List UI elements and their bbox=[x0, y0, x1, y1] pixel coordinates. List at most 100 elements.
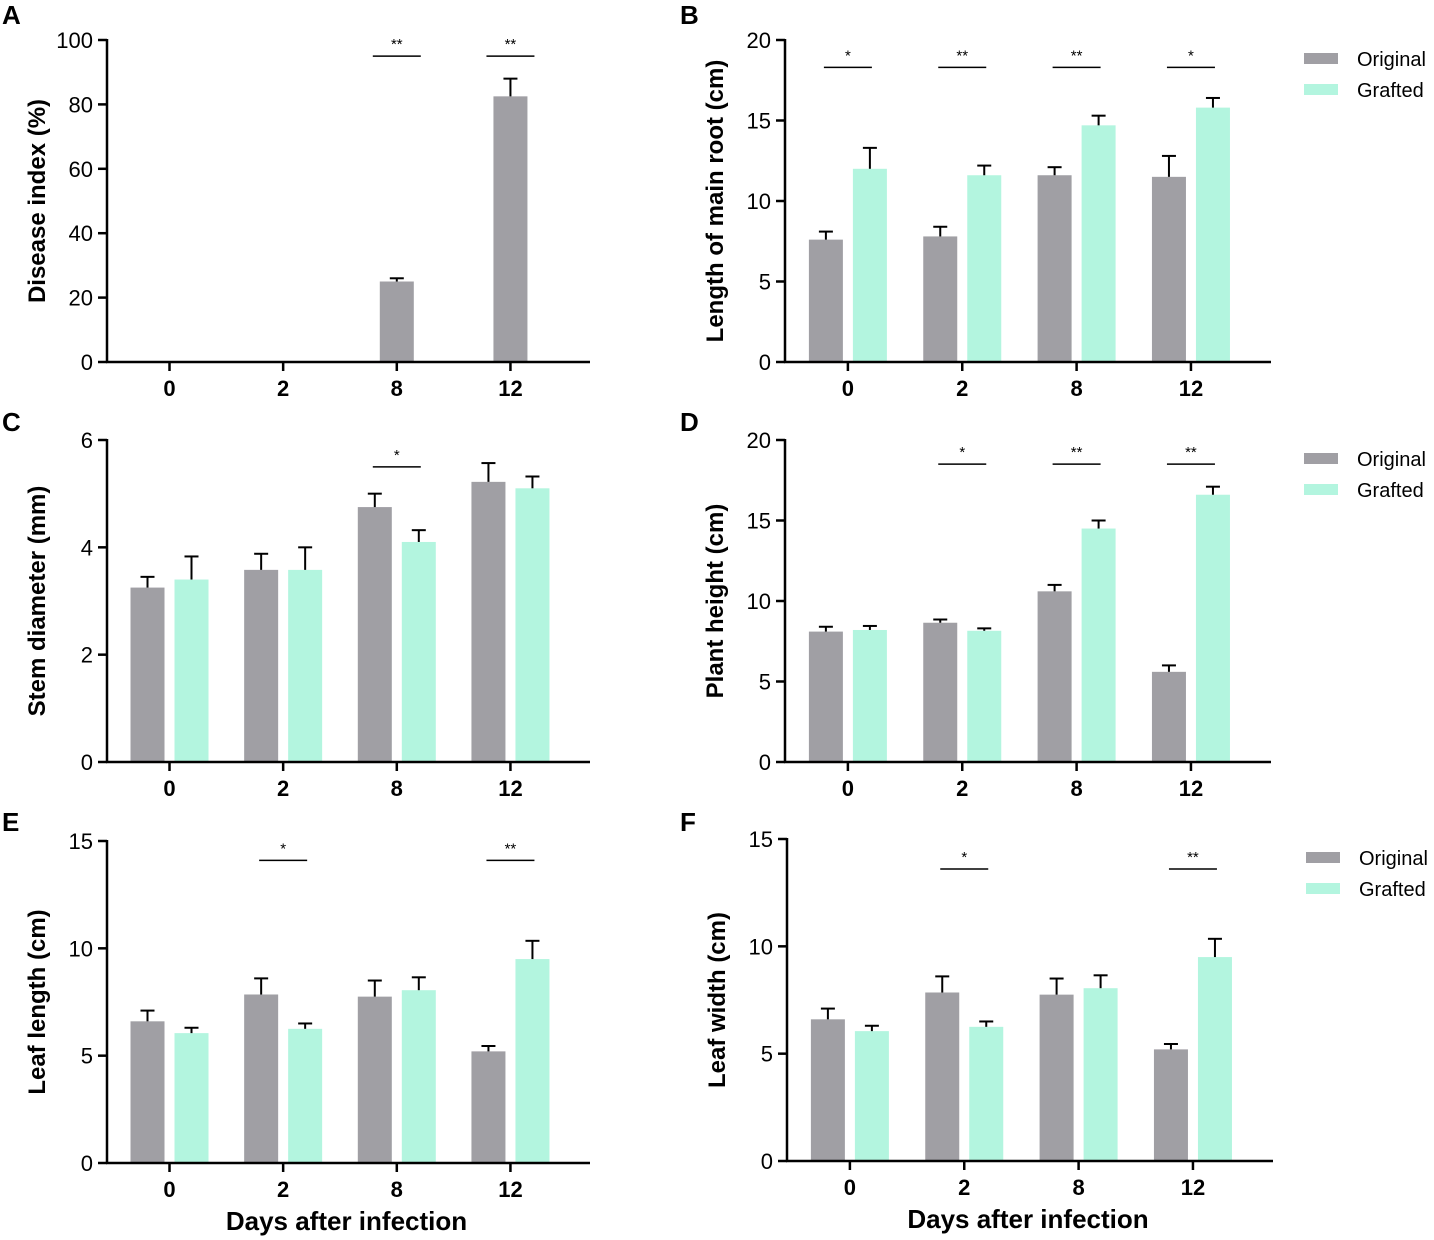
legend-swatch-grafted bbox=[1306, 883, 1340, 894]
panel-letter: D bbox=[680, 407, 699, 437]
y-tick-label: 0 bbox=[81, 750, 93, 775]
significance-label: * bbox=[1188, 47, 1194, 64]
y-tick-label: 0 bbox=[759, 750, 771, 775]
x-tick-label: 12 bbox=[498, 376, 522, 401]
x-tick-label: 12 bbox=[498, 776, 522, 801]
panel-letter: C bbox=[2, 407, 21, 437]
y-tick-label: 10 bbox=[69, 936, 93, 961]
x-tick-label: 8 bbox=[391, 376, 403, 401]
panel-letter: B bbox=[680, 0, 699, 30]
bar-grafted-12 bbox=[515, 488, 550, 762]
legend-swatch-original bbox=[1304, 53, 1338, 64]
bar-grafted-12 bbox=[1197, 957, 1232, 1161]
significance-label: ** bbox=[956, 47, 968, 64]
y-axis-label: Leaf length (cm) bbox=[24, 909, 51, 1094]
y-tick-label: 60 bbox=[69, 157, 93, 182]
x-tick-label: 8 bbox=[1070, 776, 1082, 801]
x-tick-label: 0 bbox=[842, 376, 854, 401]
significance-label: ** bbox=[391, 36, 403, 53]
bar-original-0 bbox=[130, 1021, 165, 1163]
bar-original-8 bbox=[357, 996, 392, 1163]
bar-original-0 bbox=[808, 631, 843, 762]
y-tick-label: 80 bbox=[69, 92, 93, 117]
significance-label: * bbox=[959, 444, 965, 461]
panel-a: A ** ** 0 20 40 60 80 100 0 2 8 12 Disease index (%) bbox=[2, 0, 590, 401]
x-tick-label: 0 bbox=[844, 1175, 856, 1200]
panel-letter: F bbox=[680, 807, 696, 837]
bar-original-2 bbox=[923, 622, 958, 762]
y-tick-label: 15 bbox=[749, 827, 773, 852]
x-tick-label: 12 bbox=[1179, 376, 1203, 401]
y-tick-label: 5 bbox=[759, 670, 771, 695]
significance-label: * bbox=[280, 840, 286, 857]
y-axis-label: Plant height (cm) bbox=[702, 504, 729, 699]
bar-grafted-0 bbox=[852, 629, 887, 762]
x-tick-label: 2 bbox=[277, 376, 289, 401]
x-tick-label: 0 bbox=[163, 776, 175, 801]
bar-original-0 bbox=[810, 1019, 845, 1161]
y-tick-label: 20 bbox=[747, 28, 771, 53]
x-tick-label: 12 bbox=[1181, 1175, 1205, 1200]
y-axis-label: Leaf width (cm) bbox=[704, 912, 731, 1088]
significance-label: ** bbox=[1071, 47, 1083, 64]
y-tick-label: 40 bbox=[69, 221, 93, 246]
legend-swatch-grafted bbox=[1304, 484, 1338, 495]
y-tick-label: 2 bbox=[81, 643, 93, 668]
panel-c: C * 0 2 4 6 0 2 8 12 Stem diameter (mm) bbox=[2, 407, 590, 801]
y-tick-label: 15 bbox=[69, 829, 93, 854]
legend-label-original: Original bbox=[1357, 49, 1426, 71]
x-tick-label: 8 bbox=[391, 1177, 403, 1202]
bar-original-0 bbox=[808, 239, 843, 362]
x-tick-label: 2 bbox=[958, 1175, 970, 1200]
y-tick-label: 10 bbox=[747, 189, 771, 214]
significance-label: ** bbox=[1071, 444, 1083, 461]
bar-grafted-2 bbox=[288, 1028, 323, 1163]
bar-original-2 bbox=[244, 994, 279, 1163]
legend-label-original: Original bbox=[1357, 449, 1426, 471]
y-tick-label: 10 bbox=[749, 934, 773, 959]
bar-original-8 bbox=[379, 281, 414, 362]
legend-label-original: Original bbox=[1359, 848, 1428, 870]
panel-letter: A bbox=[2, 0, 21, 30]
bar-original-12 bbox=[471, 481, 506, 762]
bar-grafted-8 bbox=[1081, 528, 1116, 762]
x-tick-label: 8 bbox=[391, 776, 403, 801]
y-tick-label: 0 bbox=[81, 350, 93, 375]
bar-original-12 bbox=[1151, 671, 1186, 762]
bar-original-12 bbox=[493, 96, 528, 362]
bar-grafted-2 bbox=[967, 175, 1002, 362]
y-tick-label: 15 bbox=[747, 509, 771, 534]
significance-label: ** bbox=[1187, 849, 1199, 866]
bar-original-8 bbox=[1037, 175, 1072, 362]
y-tick-label: 4 bbox=[81, 535, 93, 560]
y-tick-label: 5 bbox=[761, 1042, 773, 1067]
x-axis-label: Days after infection bbox=[226, 1206, 467, 1236]
x-tick-label: 2 bbox=[277, 776, 289, 801]
legend-label-grafted: Grafted bbox=[1359, 879, 1426, 901]
y-tick-label: 0 bbox=[761, 1149, 773, 1174]
legend-swatch-grafted bbox=[1304, 84, 1338, 95]
significance-label: * bbox=[961, 849, 967, 866]
bar-grafted-8 bbox=[1081, 125, 1116, 362]
bar-original-12 bbox=[1151, 176, 1186, 362]
bar-original-12 bbox=[471, 1051, 506, 1163]
x-tick-label: 8 bbox=[1072, 1175, 1084, 1200]
x-tick-label: 2 bbox=[956, 376, 968, 401]
y-tick-label: 10 bbox=[747, 589, 771, 614]
panel-letter: E bbox=[2, 807, 19, 837]
bar-grafted-8 bbox=[401, 541, 436, 762]
bar-original-0 bbox=[130, 587, 165, 762]
bar-grafted-8 bbox=[1083, 988, 1118, 1161]
x-tick-label: 8 bbox=[1070, 376, 1082, 401]
x-tick-label: 12 bbox=[1179, 776, 1203, 801]
y-axis-label: Stem diameter (mm) bbox=[24, 486, 51, 717]
x-axis-label: Days after infection bbox=[907, 1204, 1148, 1234]
significance-label: * bbox=[845, 47, 851, 64]
x-tick-label: 0 bbox=[842, 776, 854, 801]
bar-original-12 bbox=[1153, 1049, 1188, 1161]
